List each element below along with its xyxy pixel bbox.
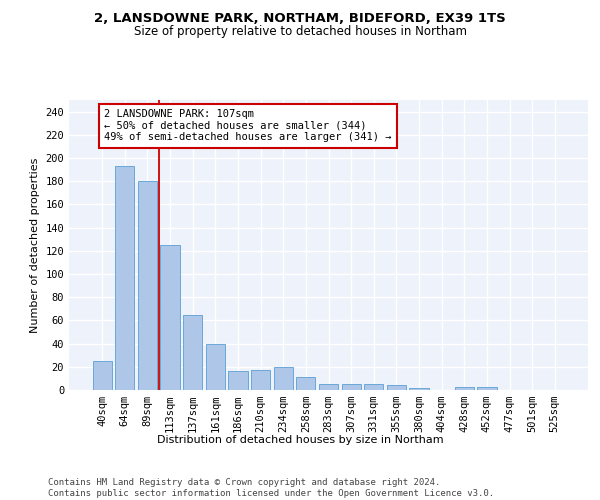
Text: 2 LANSDOWNE PARK: 107sqm
← 50% of detached houses are smaller (344)
49% of semi-: 2 LANSDOWNE PARK: 107sqm ← 50% of detach… (104, 110, 392, 142)
Bar (364, 384, 383, 390)
Bar (229, 372, 248, 390)
Bar (115, 166, 134, 390)
Text: 2, LANSDOWNE PARK, NORTHAM, BIDEFORD, EX39 1TS: 2, LANSDOWNE PARK, NORTHAM, BIDEFORD, EX… (94, 12, 506, 26)
Bar (274, 367, 293, 390)
Bar (341, 384, 361, 390)
Bar (206, 344, 225, 390)
Bar (138, 181, 157, 390)
Text: Size of property relative to detached houses in Northam: Size of property relative to detached ho… (133, 25, 467, 38)
Y-axis label: Number of detached properties: Number of detached properties (30, 158, 40, 332)
Bar (409, 388, 428, 390)
Bar (319, 384, 338, 390)
Bar (477, 386, 497, 390)
Bar (251, 370, 270, 390)
Bar (296, 377, 316, 390)
Text: Contains HM Land Registry data © Crown copyright and database right 2024.
Contai: Contains HM Land Registry data © Crown c… (48, 478, 494, 498)
Text: Distribution of detached houses by size in Northam: Distribution of detached houses by size … (157, 435, 443, 445)
Bar (387, 386, 406, 390)
Bar (92, 361, 112, 390)
Bar (160, 245, 180, 390)
Bar (183, 314, 202, 390)
Bar (455, 386, 474, 390)
